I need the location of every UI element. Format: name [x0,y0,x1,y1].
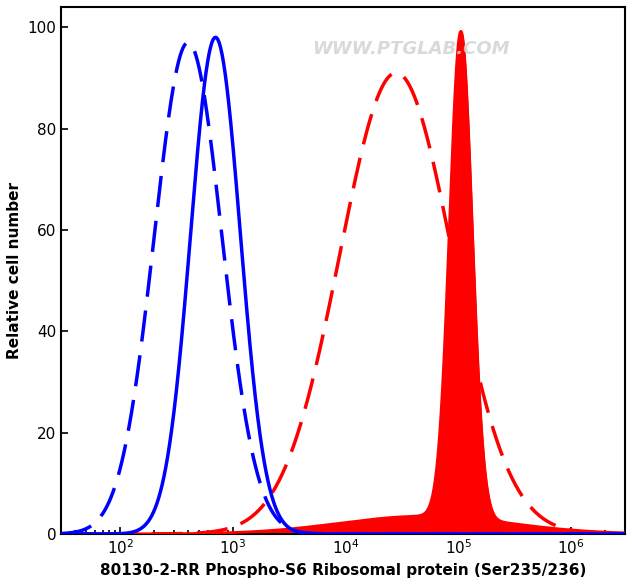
Text: WWW.PTGLAB.COM: WWW.PTGLAB.COM [312,40,509,58]
X-axis label: 80130-2-RR Phospho-S6 Ribosomal protein (Ser235/236): 80130-2-RR Phospho-S6 Ribosomal protein … [100,563,586,578]
Y-axis label: Relative cell number: Relative cell number [7,182,22,359]
